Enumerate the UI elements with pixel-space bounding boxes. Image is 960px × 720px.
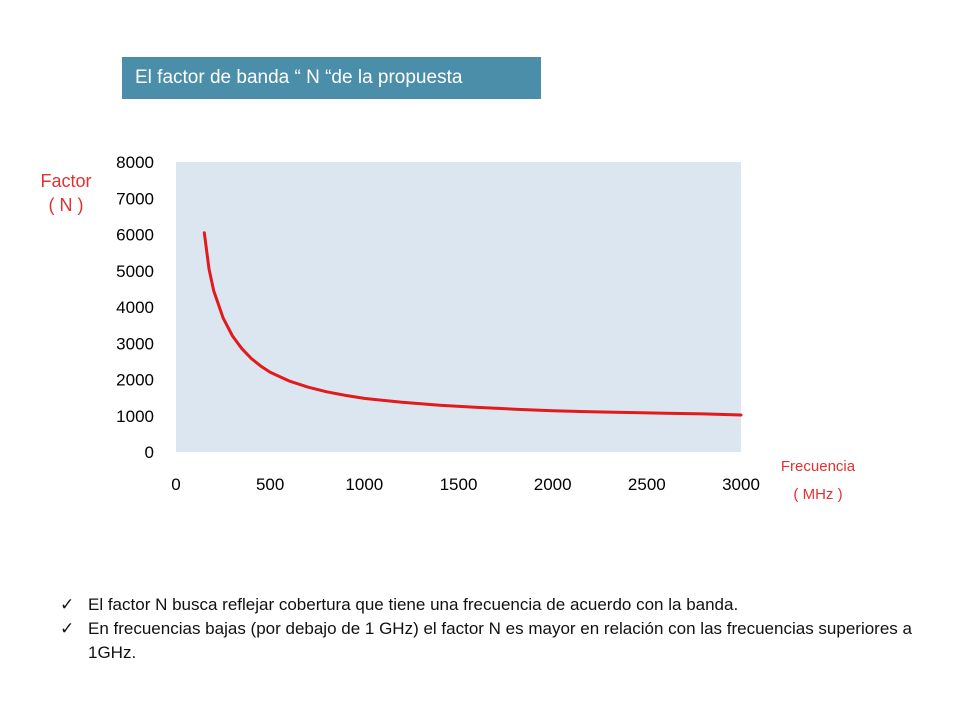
x-tick-label: 3000	[722, 475, 760, 494]
y-tick-label: 7000	[116, 189, 154, 208]
note-item: ✓ En frecuencias bajas (por debajo de 1 …	[60, 617, 920, 665]
y-tick-label: 0	[145, 443, 154, 462]
chart-title: El factor de banda “ N “de la propuesta	[122, 57, 541, 99]
x-tick-label: 1000	[345, 475, 383, 494]
notes-list: ✓ El factor N busca reflejar cobertura q…	[60, 593, 920, 665]
note-item: ✓ El factor N busca reflejar cobertura q…	[60, 593, 920, 617]
y-tick-label: 2000	[116, 371, 154, 390]
y-tick-label: 1000	[116, 407, 154, 426]
series-layer	[202, 231, 743, 417]
x-tick-label: 0	[171, 475, 180, 494]
x-axis-label-line2: ( MHz )	[793, 486, 843, 503]
y-tick-label: 6000	[116, 226, 154, 245]
y-tick-label: 8000	[116, 153, 154, 172]
x-tick-label: 2000	[534, 475, 572, 494]
x-tick-labels: 0 500 1000 1500 2000 2500 3000	[171, 475, 760, 494]
x-tick-label: 1500	[440, 475, 478, 494]
series-line	[202, 231, 743, 417]
plot-area	[176, 162, 741, 452]
note-text: En frecuencias bajas (por debajo de 1 GH…	[88, 619, 912, 662]
line-chart: 0 1000 2000 3000 4000 5000 6000 7000 8000 0 500 10…	[116, 153, 760, 494]
y-axis-label-line1: Factor	[40, 171, 92, 191]
y-tick-label: 3000	[116, 334, 154, 353]
checkmark-icon: ✓	[60, 595, 75, 615]
note-text: El factor N busca reflejar cobertura que…	[88, 595, 739, 614]
y-axis-label-line2: ( N )	[48, 195, 84, 215]
x-tick-label: 2500	[628, 475, 666, 494]
x-tick-label: 500	[256, 475, 284, 494]
x-axis-label-line1: Frecuencia	[780, 458, 856, 475]
checkmark-icon: ✓	[60, 619, 75, 639]
y-tick-labels: 0 1000 2000 3000 4000 5000 6000 7000 8000	[116, 153, 154, 462]
y-tick-label: 5000	[116, 262, 154, 281]
y-tick-label: 4000	[116, 298, 154, 317]
